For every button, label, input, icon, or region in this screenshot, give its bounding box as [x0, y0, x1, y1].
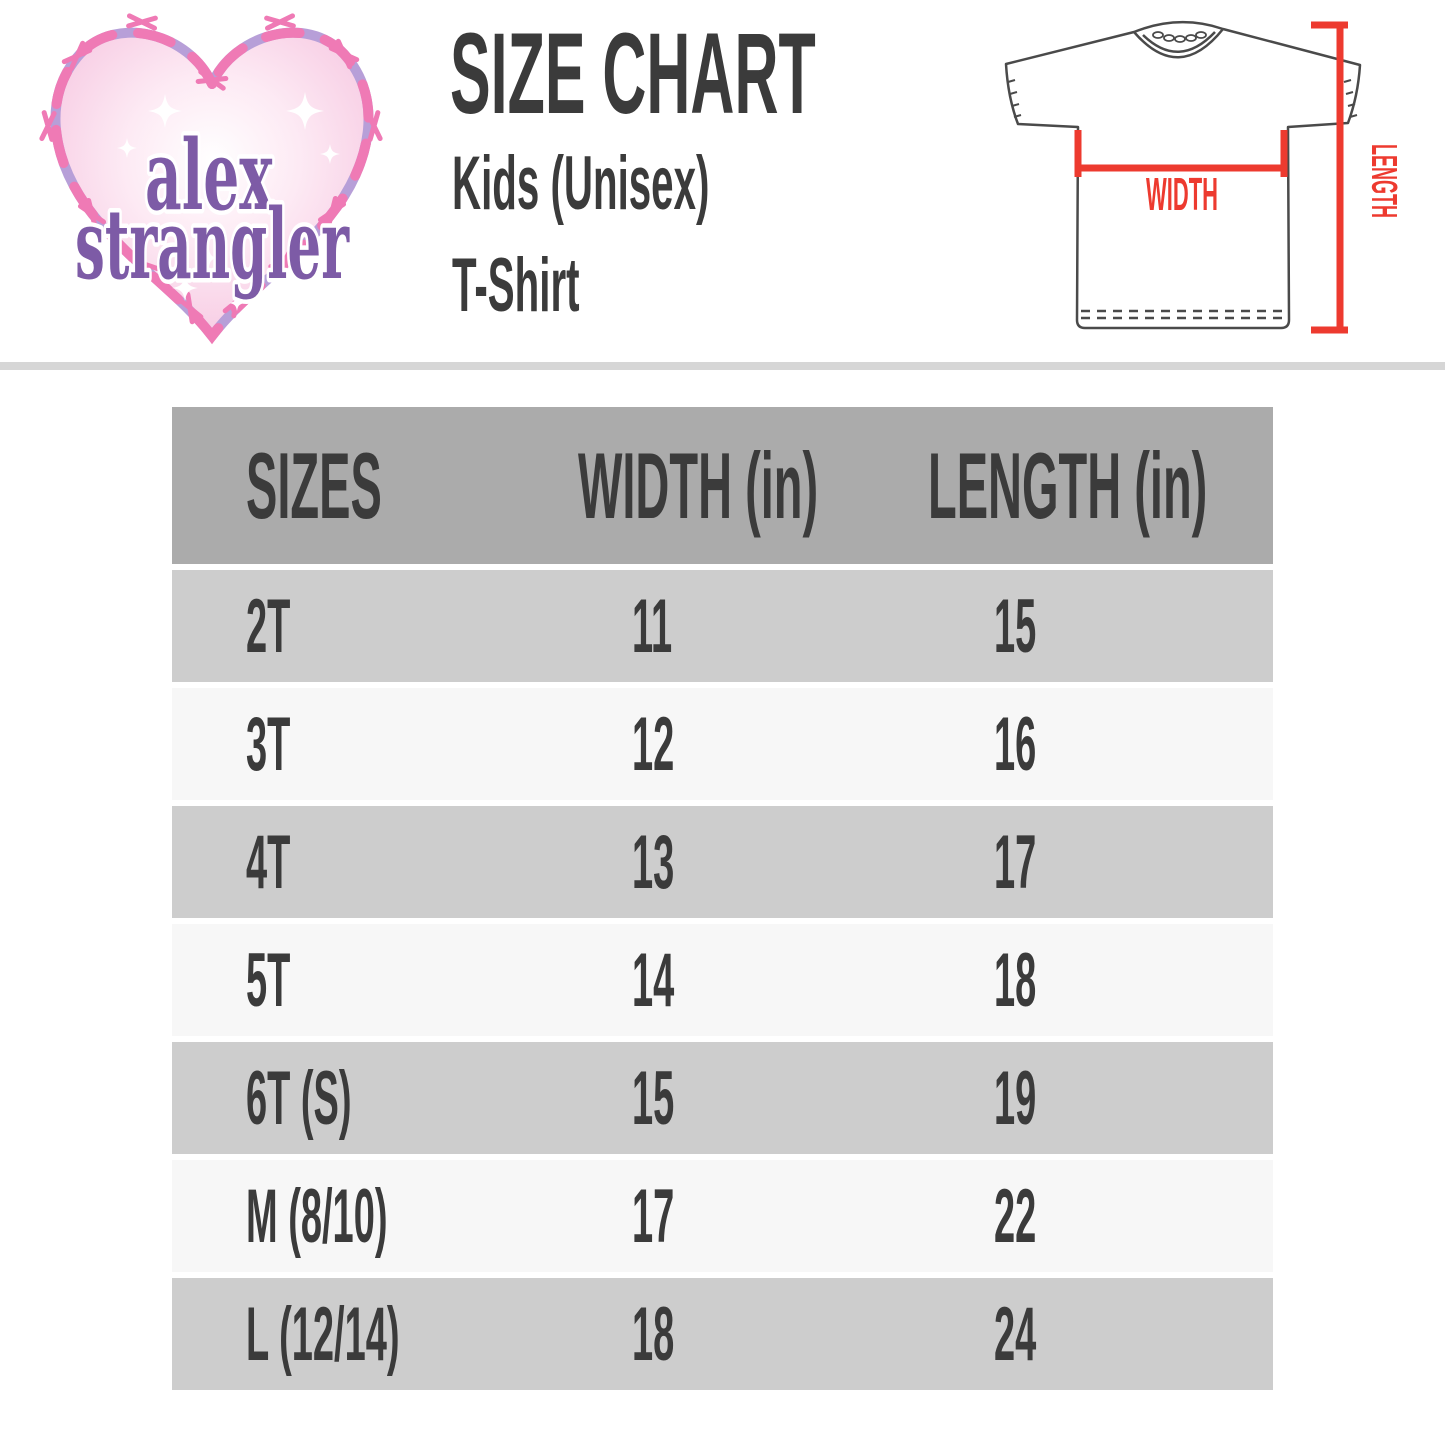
size-cell: 2T [246, 583, 291, 669]
size-cell: M (8/10) [246, 1173, 388, 1259]
length-cell: 19 [994, 1055, 1037, 1141]
table-row: 4T 13 17 [172, 806, 1273, 918]
product-line: Kids (Unisex) [452, 141, 710, 226]
length-cell: 24 [994, 1291, 1037, 1377]
size-cell: L (12/14) [246, 1291, 400, 1377]
header-section: alex strangler SIZE CHART Kids (Unisex) … [0, 0, 1445, 362]
size-cell: 4T [246, 819, 291, 905]
width-label: WIDTH [1146, 168, 1218, 220]
size-cell: 6T (S) [246, 1055, 352, 1141]
divider [0, 362, 1445, 370]
width-cell: 14 [632, 937, 675, 1023]
width-cell: 15 [632, 1055, 675, 1141]
column-header-sizes: SIZES [246, 432, 382, 538]
size-cell: 3T [246, 701, 291, 787]
length-cell: 18 [994, 937, 1037, 1023]
table-row: 6T (S) 15 19 [172, 1042, 1273, 1154]
product-type: T-Shirt [452, 243, 580, 328]
column-header-length: LENGTH (in) [928, 432, 1208, 538]
length-cell: 22 [994, 1173, 1037, 1259]
brand-logo: alex strangler [22, 6, 412, 356]
table-row: 5T 14 18 [172, 924, 1273, 1036]
size-cell: 5T [246, 937, 291, 1023]
tshirt-diagram: WIDTH LENGTH [1004, 21, 1400, 334]
sleeve-stitches [1007, 79, 1358, 118]
length-cell: 17 [994, 819, 1037, 905]
table-header-row: SIZES WIDTH (in) LENGTH (in) [172, 407, 1273, 564]
table-body: 2T 11 15 3T 12 16 4T 13 17 5T 14 18 6T (S) 15 19 M (8/1… [172, 570, 1273, 1390]
table-row: M (8/10) 17 22 [172, 1160, 1273, 1272]
column-header-width: WIDTH (in) [578, 432, 819, 538]
width-cell: 12 [632, 701, 675, 787]
length-label: LENGTH [1364, 144, 1400, 218]
measurement-lines [1074, 21, 1348, 334]
page-title: SIZE CHART [450, 10, 816, 138]
width-cell: 13 [632, 819, 675, 905]
collar-ribbing [1152, 31, 1207, 43]
tshirt-outline [1004, 21, 1362, 330]
table-row: 3T 12 16 [172, 688, 1273, 800]
table-row: L (12/14) 18 24 [172, 1278, 1273, 1390]
width-cell: 18 [632, 1291, 675, 1377]
hem-stitches [1081, 309, 1285, 320]
brand-name-line1: alex [145, 119, 273, 232]
table-row: 2T 11 15 [172, 570, 1273, 682]
width-cell: 17 [632, 1173, 675, 1259]
length-cell: 15 [994, 583, 1037, 669]
brand-name-line2: strangler [75, 188, 350, 301]
size-table: SIZES WIDTH (in) LENGTH (in) 2T 11 15 3T 12 1… [172, 407, 1273, 1396]
length-cell: 16 [994, 701, 1037, 787]
width-cell: 11 [632, 583, 673, 669]
